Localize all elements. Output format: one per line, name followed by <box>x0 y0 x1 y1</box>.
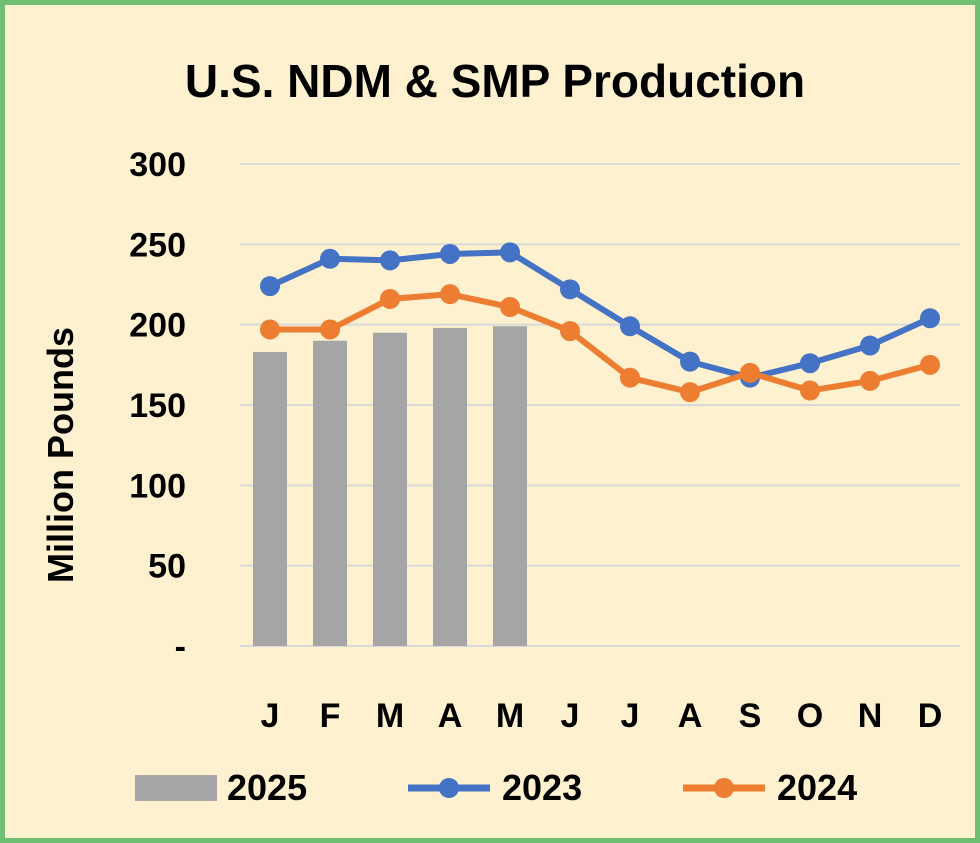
legend-swatch-2023 <box>408 778 490 798</box>
point-2023 <box>680 351 700 372</box>
bar-2025 <box>253 351 287 646</box>
legend-item-2023: 2023 <box>406 760 582 816</box>
point-2023 <box>260 276 280 297</box>
point-2024 <box>560 321 580 342</box>
y-tick-label: 300 <box>129 146 186 184</box>
y-tick-labels: - 50 100 150 200 250 300 <box>129 146 186 666</box>
point-2024 <box>800 380 820 401</box>
point-2024 <box>920 354 940 375</box>
gridlines <box>240 163 960 647</box>
y-tick-label: 250 <box>129 226 186 264</box>
x-tick-label: F <box>320 697 341 735</box>
line-2024 <box>270 291 931 396</box>
x-tick-label: J <box>261 697 280 735</box>
x-tick-label: A <box>678 697 703 735</box>
point-2023 <box>620 316 640 337</box>
legend: 2025 2023 2024 <box>0 760 980 816</box>
point-2024 <box>380 288 400 309</box>
bar-2025 <box>493 326 527 646</box>
x-tick-label: S <box>739 697 762 735</box>
bar-2025 <box>373 332 407 646</box>
point-2023 <box>800 353 820 374</box>
point-2023 <box>560 279 580 300</box>
point-2024 <box>860 370 880 391</box>
point-2024 <box>740 362 760 383</box>
x-tick-label: M <box>496 697 524 735</box>
legend-label-2024: 2024 <box>777 767 858 808</box>
point-2024 <box>320 319 340 340</box>
y-tick-label: 150 <box>129 387 186 425</box>
y-tick-label: 50 <box>148 548 186 586</box>
point-2023 <box>380 250 400 271</box>
line-2023 <box>268 249 932 381</box>
legend-label-2023: 2023 <box>502 767 583 808</box>
point-2024 <box>680 382 700 403</box>
legend-swatch-2024 <box>683 778 765 798</box>
x-tick-label: O <box>797 697 823 735</box>
point-2024 <box>620 367 640 388</box>
point-2023 <box>920 308 940 329</box>
point-2024 <box>440 284 460 305</box>
line-series <box>260 242 940 403</box>
x-tick-label: D <box>918 697 943 735</box>
point-2024 <box>260 319 280 340</box>
point-2024 <box>500 296 520 317</box>
point-2023 <box>860 335 880 356</box>
y-tick-label: 100 <box>129 467 186 505</box>
x-tick-label: M <box>376 697 404 735</box>
point-2023 <box>440 243 460 264</box>
bar-2025 <box>433 327 467 646</box>
legend-label-2025: 2025 <box>227 767 308 808</box>
x-tick-label: N <box>858 697 883 735</box>
bar-2025 <box>313 340 347 646</box>
point-2023 <box>500 242 520 263</box>
x-tick-label: A <box>438 697 463 735</box>
bars-2025 <box>253 326 527 646</box>
x-tick-label: J <box>561 697 580 735</box>
y-tick-label: - <box>175 628 186 666</box>
legend-swatch-2025 <box>135 775 217 801</box>
x-tick-label: J <box>621 697 640 735</box>
legend-item-2024: 2024 <box>681 760 857 816</box>
y-tick-label: 200 <box>129 307 186 345</box>
chart-title: U.S. NDM & SMP Production <box>184 55 806 107</box>
legend-item-2025: 2025 <box>135 760 307 816</box>
point-2023 <box>320 248 340 269</box>
